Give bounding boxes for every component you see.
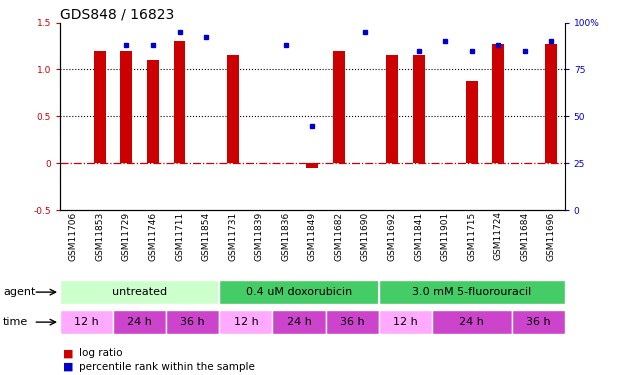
Bar [379,310,432,334]
Bar [121,51,133,163]
Bar [174,41,186,163]
Bar [227,56,239,163]
Bar [333,51,345,163]
Bar [147,60,159,163]
Text: 24 h: 24 h [127,317,152,327]
Bar [386,56,398,163]
Bar [220,310,273,334]
Text: GDS848 / 16823: GDS848 / 16823 [60,8,174,21]
Text: ■: ■ [63,348,74,358]
Text: 36 h: 36 h [180,317,205,327]
Bar [60,280,220,304]
Bar [326,310,379,334]
Text: log ratio: log ratio [79,348,122,358]
Bar [220,280,379,304]
Bar [273,310,326,334]
Text: 12 h: 12 h [74,317,99,327]
Text: 36 h: 36 h [340,317,365,327]
Text: 24 h: 24 h [459,317,484,327]
Text: 12 h: 12 h [233,317,258,327]
Text: ■: ■ [63,362,74,372]
Text: 0.4 uM doxorubicin: 0.4 uM doxorubicin [246,287,352,297]
Bar [307,163,318,168]
Bar [466,81,478,163]
Bar [492,44,504,163]
Text: 24 h: 24 h [286,317,312,327]
Text: percentile rank within the sample: percentile rank within the sample [79,362,255,372]
Text: 3.0 mM 5-fluorouracil: 3.0 mM 5-fluorouracil [412,287,531,297]
Text: untreated: untreated [112,287,167,297]
Bar [113,310,166,334]
Bar [94,51,106,163]
Text: 12 h: 12 h [393,317,418,327]
Bar [512,310,565,334]
Bar [432,310,512,334]
Bar [166,310,220,334]
Bar [60,310,113,334]
Bar [545,44,557,163]
Text: time: time [3,317,28,327]
Text: 36 h: 36 h [526,317,550,327]
Bar [379,280,565,304]
Text: agent: agent [3,287,35,297]
Bar [413,56,425,163]
